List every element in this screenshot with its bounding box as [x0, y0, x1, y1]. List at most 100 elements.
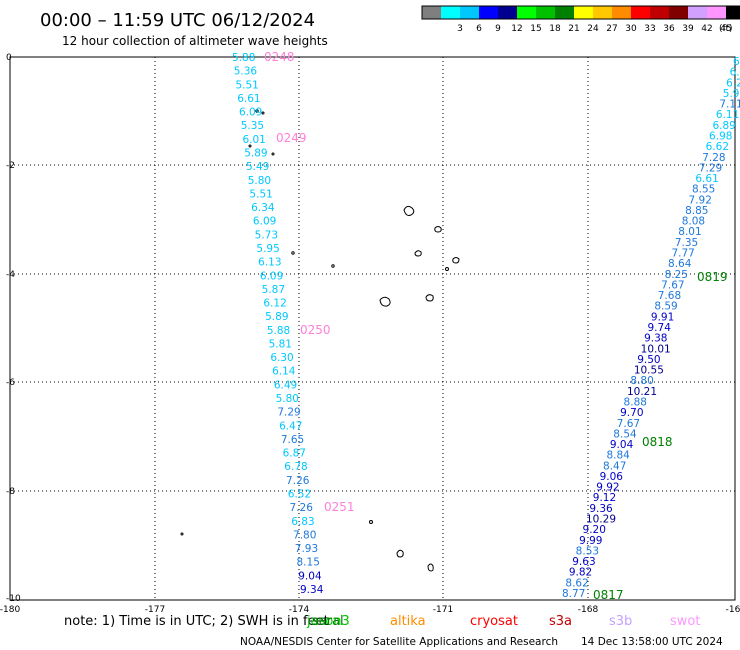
swh-value: 6.09 [253, 216, 276, 228]
swh-value: 6.49 [274, 379, 297, 391]
legend-swatch [555, 6, 574, 19]
footer-timestamp: 14 Dec 13:58:00 UTC 2024 [581, 636, 723, 648]
swh-value: 8.25 [665, 269, 688, 281]
swh-value: 5.51 [249, 188, 272, 200]
swh-value: 7.67 [661, 279, 684, 291]
legend-swatch [631, 6, 650, 19]
lon-tick-label: -180 [0, 605, 20, 615]
swh-value: 7.77 [671, 248, 694, 260]
swh-value: 10.01 [641, 343, 671, 355]
legend-swatch [650, 6, 669, 19]
island [379, 296, 391, 307]
legend-swatch [726, 6, 740, 19]
swh-value: 6.13 [258, 257, 281, 269]
lat-tick-label: -6 [6, 378, 15, 388]
swh-value: 6.30 [270, 352, 293, 364]
swh-value: 8.84 [606, 450, 630, 462]
swh-value: 6.34 [251, 202, 275, 214]
lat-tick-label: -2 [6, 161, 15, 171]
swh-value: 6.09 [239, 107, 262, 119]
time-label: 0249 [276, 131, 307, 145]
island [261, 111, 265, 115]
swh-value: 7.11 [719, 99, 740, 111]
legend-swatch [688, 6, 707, 19]
swh-value: 9.92 [596, 482, 619, 494]
swh-value: 5.95 [256, 243, 279, 255]
legend-swatch [669, 6, 688, 19]
swh-value: 5.88 [232, 52, 255, 64]
swh-value: 6.11 [716, 109, 739, 121]
swh-value: 9.70 [620, 407, 643, 419]
lon-tick-label: -174 [289, 605, 310, 615]
island [291, 251, 295, 255]
legend-label: 18 [549, 24, 561, 34]
swh-value: 9.38 [644, 333, 667, 345]
legend-label: 9 [495, 24, 501, 34]
satellite-name: saral [312, 614, 344, 629]
swh-value: 9.20 [583, 524, 606, 536]
island [452, 257, 460, 264]
swh-value: 5.49 [246, 161, 269, 173]
swh-value: 9.63 [572, 556, 595, 568]
swh-value: 8.59 [654, 301, 677, 313]
swh-value: 5.51 [235, 79, 258, 91]
island [396, 549, 404, 558]
swh-value: 6.61 [695, 173, 718, 185]
swh-value: 5.89 [244, 147, 267, 159]
swh-value: 8.55 [692, 184, 715, 196]
satellite-name: altika [390, 614, 426, 629]
swh-value: 5.73 [255, 229, 278, 241]
swh-value: 6. [733, 56, 740, 68]
swh-value: 8.54 [613, 428, 637, 440]
satellite-name: jason3 [306, 614, 350, 629]
legend-swatch [479, 6, 498, 19]
swh-value: 9.04 [610, 439, 634, 451]
satellite-name: swot [670, 614, 700, 629]
swh-value: 10.21 [627, 386, 657, 398]
legend-swatch [536, 6, 555, 19]
swh-value: 7.28 [702, 152, 725, 164]
map-subtitle: 12 hour collection of altimeter wave hei… [62, 34, 328, 48]
axis-ticks: -180 -177 -174 -171 -168 -16 0 -2 -4 -6 -8 -10 [0, 53, 740, 615]
legend-swatch [460, 6, 479, 19]
swh-value: 9.36 [589, 503, 613, 515]
legend-label: 42 [701, 24, 712, 34]
island [248, 144, 252, 148]
map-grid [10, 57, 735, 600]
color-legend: 36912151821242730333639424570(ft) [421, 5, 740, 34]
swh-value: 7.26 [286, 475, 310, 487]
swh-value: 10.55 [634, 365, 664, 377]
map-frame [9, 56, 736, 601]
time-label: 0250 [300, 323, 331, 337]
swh-value: 8.80 [630, 375, 653, 387]
swh-value: 7.93 [295, 543, 318, 555]
swh-value: 6.12 [263, 298, 286, 310]
island [255, 109, 259, 113]
legend-border [421, 5, 740, 20]
swh-value: 5.89 [265, 311, 288, 323]
lon-tick-label: -177 [145, 605, 165, 615]
swh-value: 6.47 [279, 420, 302, 432]
swh-value: 8.53 [576, 545, 599, 557]
swh-value: 9.82 [569, 567, 592, 579]
swh-value: 7.80 [293, 529, 316, 541]
swh-value: 6.61 [237, 93, 260, 105]
time-label: 0251 [324, 500, 355, 514]
swh-value: 9.12 [593, 492, 616, 504]
swh-value: 5.81 [269, 338, 292, 350]
footer-credit: NOAA/NESDIS Center for Satellite Applica… [240, 636, 558, 648]
swh-value: 6.89 [712, 120, 735, 132]
lat-tick-label: 0 [6, 53, 12, 63]
swh-value: 8.62 [565, 577, 588, 589]
swh-value: 8.08 [682, 216, 705, 228]
legend-label: 24 [587, 24, 599, 34]
lon-tick-label: -168 [578, 605, 599, 615]
island [414, 250, 422, 257]
swh-value: 6.87 [283, 448, 306, 460]
island [427, 563, 434, 572]
swh-value: 8.77 [562, 588, 585, 600]
legend-swatch [441, 6, 460, 19]
time-label: 0819 [697, 270, 728, 284]
legend-swatch [517, 6, 536, 19]
